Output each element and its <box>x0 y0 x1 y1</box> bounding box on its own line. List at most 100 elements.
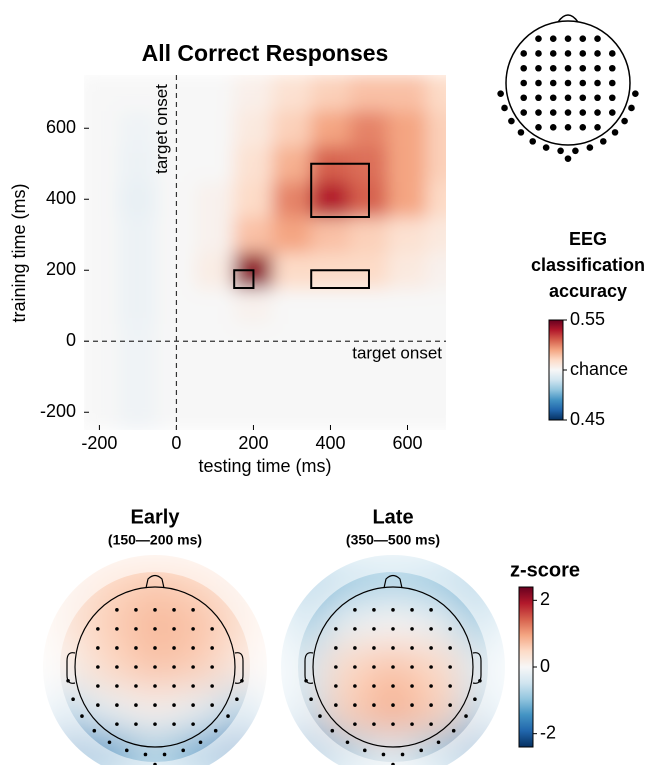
electrode <box>92 728 97 733</box>
electrode <box>410 722 414 726</box>
electrode <box>410 684 414 688</box>
topomap-cell <box>325 688 372 735</box>
topomap-title: Late <box>372 506 413 528</box>
topomap-cell <box>414 688 461 735</box>
electrode <box>542 144 550 151</box>
electrode <box>535 109 542 116</box>
electrode <box>451 728 456 733</box>
heatmap-cell <box>387 145 428 182</box>
heatmap-cell <box>195 252 235 289</box>
heatmap <box>84 75 446 430</box>
heatmap-cell <box>84 75 120 111</box>
electrode <box>153 703 157 707</box>
electrode <box>191 608 195 612</box>
electrode <box>134 608 138 612</box>
electrode <box>353 665 357 669</box>
electrode <box>564 123 572 131</box>
electrode <box>410 665 414 669</box>
heatmap-cell <box>233 145 274 182</box>
topomap-cell <box>414 599 461 646</box>
topomap-cell <box>414 644 461 690</box>
electrode <box>535 50 542 57</box>
electrode <box>517 129 525 136</box>
electrode <box>579 94 587 102</box>
electrode <box>191 665 195 669</box>
electrode <box>66 678 70 683</box>
electrode <box>520 64 528 72</box>
electrode <box>549 79 557 87</box>
topomap-cell <box>87 599 134 646</box>
electrode <box>564 109 572 116</box>
head-outline <box>312 586 474 748</box>
electrode <box>240 678 244 683</box>
heatmap-cell <box>387 75 428 111</box>
electrode <box>448 627 452 631</box>
electrode <box>632 90 639 97</box>
heatmap-cell <box>310 110 351 147</box>
topomap-cell <box>132 688 178 735</box>
heatmap-cell <box>195 358 235 395</box>
heatmap-cell <box>387 358 428 395</box>
chart-title: All Correct Responses <box>142 40 389 66</box>
topomap-cell <box>325 644 372 690</box>
heatmap-cell <box>349 358 389 395</box>
colorbar-tick-label: -2 <box>540 722 556 742</box>
y-tick-label: 600 <box>46 117 76 137</box>
topomap-cell <box>325 599 372 646</box>
electrode <box>621 117 628 125</box>
electrode <box>134 703 138 707</box>
electrode <box>353 684 357 688</box>
heatmap-cell <box>195 287 235 324</box>
x-tick-label: 400 <box>315 433 345 453</box>
heatmap-cell <box>272 358 312 395</box>
electrode <box>391 646 395 650</box>
electrode <box>508 117 515 125</box>
electrode <box>172 703 176 707</box>
heatmap-cell <box>233 358 274 395</box>
electrode <box>429 665 433 669</box>
electrode <box>429 703 433 707</box>
electrode <box>153 646 157 650</box>
electrode <box>115 684 119 688</box>
electrode <box>96 627 100 631</box>
outer-fade <box>42 554 268 765</box>
electrode <box>549 64 557 72</box>
heatmap-cell <box>426 358 446 395</box>
electrode <box>115 608 119 612</box>
heatmap-cell <box>349 287 389 324</box>
colorbar-title: EEG classification accuracy <box>530 229 645 301</box>
electrode <box>172 608 176 612</box>
electrode <box>448 665 452 669</box>
electrode <box>564 94 572 102</box>
electrode <box>549 94 557 102</box>
electrode <box>549 50 557 57</box>
topomap-subtitle: (150—200 ms) <box>108 532 202 548</box>
electrode <box>535 79 542 87</box>
electrode <box>172 627 176 631</box>
electrode <box>153 722 157 726</box>
electrode <box>464 714 468 718</box>
heatmap-cell <box>310 358 351 395</box>
electrode <box>535 123 542 131</box>
heatmap-cell <box>272 252 312 289</box>
heatmap-cell <box>195 145 235 182</box>
electrode <box>309 697 313 701</box>
electrode <box>235 697 239 701</box>
electrode <box>594 123 601 131</box>
colorbar-tick-label: 0.45 <box>570 409 605 429</box>
electrode <box>372 608 376 612</box>
topomap-cell <box>87 688 134 735</box>
electrode <box>115 703 119 707</box>
heatmap-cell <box>118 394 158 430</box>
electrode <box>410 608 414 612</box>
ear <box>304 652 314 684</box>
electrode <box>535 64 542 72</box>
electrode <box>572 147 579 155</box>
electrode <box>115 646 119 650</box>
electrode <box>210 665 214 669</box>
electrode <box>564 79 572 87</box>
electrode <box>153 665 157 669</box>
electrode <box>608 79 616 87</box>
